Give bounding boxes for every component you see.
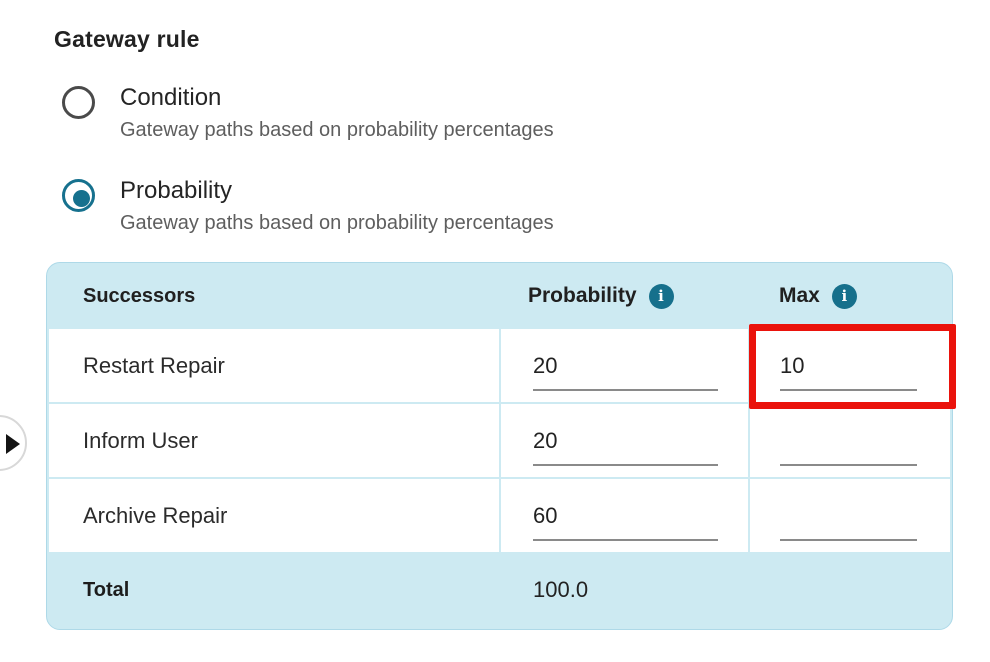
table-row-successor-name: Restart Repair <box>49 329 499 402</box>
max-input[interactable] <box>780 353 917 391</box>
table-cell-max <box>750 479 950 552</box>
total-label: Total <box>83 578 130 601</box>
table-body: Restart Repair Inform User Archive Repai… <box>47 329 952 552</box>
page-title: Gateway rule <box>54 26 200 52</box>
info-icon[interactable]: i <box>648 283 674 309</box>
table-cell-max <box>750 329 950 402</box>
radio-option-label[interactable]: Condition <box>120 84 222 111</box>
successors-table: Successors Probability i Max i Restart R… <box>46 262 956 630</box>
table-cell-probability <box>501 329 748 402</box>
probability-input[interactable] <box>533 353 718 391</box>
expand-panel-button[interactable] <box>0 415 27 471</box>
column-header-max: Max i <box>749 283 952 309</box>
radio-unselected-icon[interactable] <box>62 86 95 119</box>
radio-option-description: Gateway paths based on probability perce… <box>120 212 554 234</box>
max-input[interactable] <box>780 428 917 466</box>
table-total-row: Total 100.0 <box>47 552 952 628</box>
radio-selected-icon[interactable] <box>62 179 95 212</box>
probability-input[interactable] <box>533 503 718 541</box>
table-cell-probability <box>501 404 748 477</box>
probability-input[interactable] <box>533 428 718 466</box>
chevron-right-icon <box>6 434 20 454</box>
max-input[interactable] <box>780 503 917 541</box>
radio-dot-icon <box>73 190 90 207</box>
table-row-successor-name: Archive Repair <box>49 479 499 552</box>
table-cell-max <box>750 404 950 477</box>
column-header-successors: Successors <box>83 284 196 307</box>
info-icon[interactable]: i <box>831 283 857 309</box>
radio-option-label[interactable]: Probability <box>120 177 233 204</box>
table-header-row: Successors Probability i Max i <box>47 263 952 329</box>
radio-option-probability[interactable]: Probability Gateway paths based on proba… <box>62 177 822 259</box>
radio-option-description: Gateway paths based on probability perce… <box>120 119 554 141</box>
table-cell-probability <box>501 479 748 552</box>
column-header-probability: Probability i <box>499 283 749 309</box>
column-header-probability-label: Probability <box>528 284 637 307</box>
radio-option-condition[interactable]: Condition Gateway paths based on probabi… <box>62 84 822 166</box>
total-value: 100.0 <box>533 577 589 602</box>
column-header-max-label: Max <box>779 284 820 307</box>
table-row-successor-name: Inform User <box>49 404 499 477</box>
